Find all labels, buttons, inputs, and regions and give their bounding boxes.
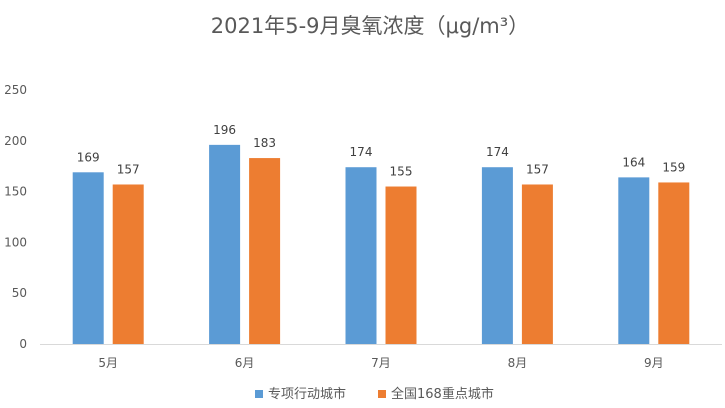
- legend-label: 专项行动城市: [268, 386, 346, 402]
- data-label: 174: [486, 145, 509, 159]
- data-label: 155: [390, 165, 413, 179]
- y-tick-label: 250: [4, 83, 27, 97]
- bars-group: [72, 144, 690, 344]
- y-tick-label: 100: [4, 235, 27, 249]
- bar-special-cities-2: [209, 144, 241, 344]
- y-tick-label: 50: [12, 286, 27, 300]
- data-label: 169: [77, 150, 100, 164]
- bar-national-168-2: [249, 158, 281, 344]
- bar-special-cities-1: [72, 172, 104, 344]
- y-axis: 0 50 100 150 200 250: [4, 83, 27, 351]
- y-tick-label: 150: [4, 185, 27, 199]
- bar-special-cities-4: [481, 167, 513, 344]
- bar-national-168-5: [658, 182, 690, 344]
- data-label: 159: [662, 160, 685, 174]
- x-axis: 5月 6月 7月 8月 9月: [40, 344, 722, 370]
- legend-swatch: [378, 390, 386, 398]
- y-tick-label: 0: [19, 337, 27, 351]
- x-tick-label: 8月: [508, 356, 528, 370]
- x-tick-label: 5月: [98, 356, 118, 370]
- bar-special-cities-3: [345, 167, 377, 344]
- data-label: 157: [117, 162, 140, 176]
- x-tick-label: 7月: [371, 356, 391, 370]
- legend-label: 全国168重点城市: [391, 386, 494, 402]
- data-label: 196: [213, 123, 236, 137]
- x-tick-label: 9月: [644, 356, 664, 370]
- data-label: 164: [622, 155, 645, 169]
- x-tick-label: 6月: [235, 356, 255, 370]
- bar-national-168-3: [385, 186, 417, 344]
- bar-national-168-4: [521, 184, 553, 344]
- legend-swatch: [255, 390, 263, 398]
- y-tick-label: 200: [4, 134, 27, 148]
- bar-national-168-1: [112, 184, 144, 344]
- data-label: 157: [526, 162, 549, 176]
- legend: 专项行动城市 全国168重点城市: [255, 386, 494, 402]
- data-labels-group: 169 196 174 174 164 157 183 155 157 159: [77, 123, 686, 179]
- data-label: 174: [350, 145, 373, 159]
- bar-special-cities-5: [618, 177, 650, 344]
- data-label: 183: [253, 136, 276, 150]
- chart-title: 2021年5-9月臭氧浓度（μg/m³）: [211, 14, 529, 38]
